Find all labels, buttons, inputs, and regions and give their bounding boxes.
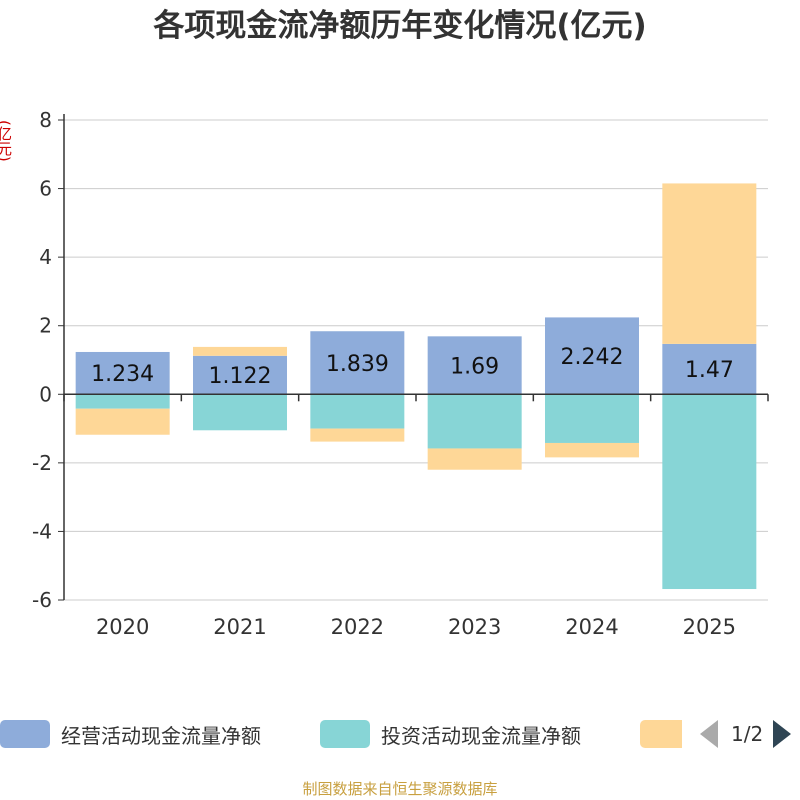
bar-2025-s0 xyxy=(662,343,757,395)
bar-data-label: 1.122 xyxy=(209,364,272,389)
y-tick-label: 0 xyxy=(39,382,52,406)
bar-2022-s1 xyxy=(310,394,405,429)
y-tick-label: 4 xyxy=(39,245,52,269)
legend-label-investing: 投资活动现金流量净额 xyxy=(381,723,581,748)
x-tick-label: 2025 xyxy=(683,615,736,639)
legend-label-operating: 经营活动现金流量净额 xyxy=(61,723,261,748)
bar-2023-s2 xyxy=(427,448,522,470)
x-tick-label: 2023 xyxy=(448,615,501,639)
bar-2022-s0 xyxy=(310,331,405,395)
bar-data-label: 1.234 xyxy=(91,362,154,387)
y-tick-label: 6 xyxy=(39,177,52,201)
x-tick-label: 2021 xyxy=(213,615,266,639)
bar-2021-s1 xyxy=(193,394,287,431)
bar-2021-s0 xyxy=(193,355,287,395)
legend-swatch-operating xyxy=(0,720,50,748)
legend-next-page-icon[interactable] xyxy=(773,720,792,748)
x-tick-label: 2024 xyxy=(565,615,618,639)
y-tick-label: 2 xyxy=(39,314,52,338)
x-tick-label: 2020 xyxy=(96,615,149,639)
y-tick-label: 8 xyxy=(39,108,52,132)
chart-title: 各项现金流净额历年变化情况(亿元) xyxy=(153,8,647,44)
legend-item-operating[interactable]: 经营活动现金流量净额 xyxy=(0,716,261,752)
bar-2020-s1 xyxy=(75,394,170,409)
y-tick-label: -4 xyxy=(32,519,52,543)
bar-data-label: 1.839 xyxy=(326,352,389,377)
bar-2024-s0 xyxy=(545,317,639,395)
bar-data-label: 1.47 xyxy=(685,358,734,383)
bar-2022-s2 xyxy=(310,428,405,442)
bar-2020-s2 xyxy=(75,408,170,435)
legend-item-financing[interactable] xyxy=(640,716,682,752)
chart-legend: 经营活动现金流量净额 投资活动现金流量净额 1/2 xyxy=(0,716,800,752)
legend-page-indicator: 1/2 xyxy=(731,722,764,746)
legend-pager: 1/2 xyxy=(700,716,792,752)
bar-data-label: 1.69 xyxy=(450,354,499,379)
bar-2025-s2 xyxy=(662,183,757,344)
bar-2024-s1 xyxy=(545,394,639,443)
data-source-note: 制图数据来自恒生聚源数据库 xyxy=(302,780,498,798)
bar-2024-s2 xyxy=(545,442,639,458)
bar-2023-s1 xyxy=(427,394,522,449)
bar-data-label: 2.242 xyxy=(561,345,624,370)
bar-2023-s0 xyxy=(427,336,522,395)
legend-item-investing[interactable]: 投资活动现金流量净额 xyxy=(320,716,581,752)
y-tick-label: -6 xyxy=(32,588,52,612)
bar-2021-s2 xyxy=(193,346,287,356)
x-tick-label: 2022 xyxy=(331,615,384,639)
legend-swatch-financing xyxy=(640,720,682,748)
bar-2020-s0 xyxy=(75,351,170,395)
bar-2025-s1 xyxy=(662,394,757,590)
legend-prev-page-icon[interactable] xyxy=(700,720,718,748)
legend-swatch-investing xyxy=(320,720,370,748)
y-axis-unit-label: (亿元) xyxy=(0,120,13,162)
y-tick-label: -2 xyxy=(32,451,52,475)
